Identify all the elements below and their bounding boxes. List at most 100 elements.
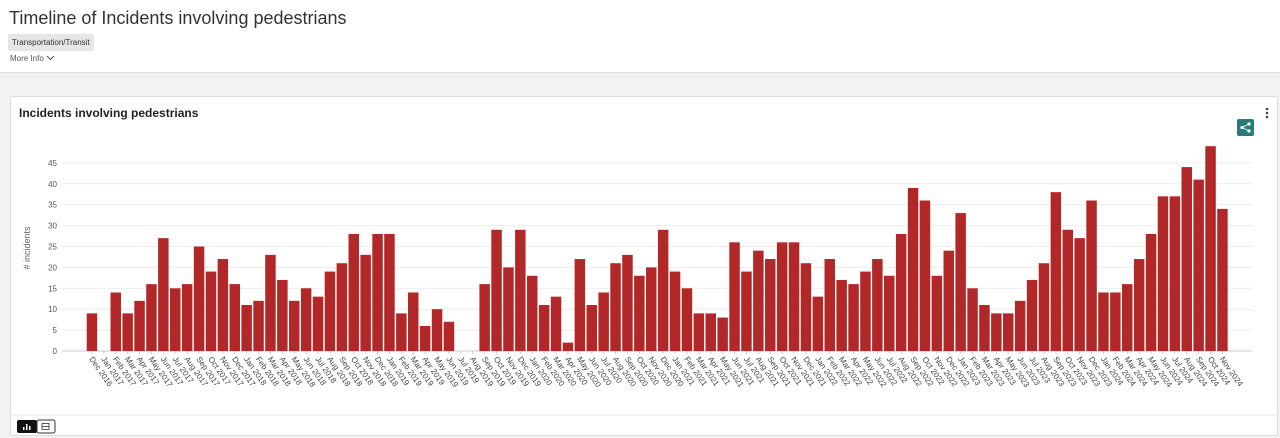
bar (729, 242, 740, 351)
bar (384, 233, 395, 351)
header: Timeline of Incidents involving pedestri… (0, 0, 1280, 73)
bar (586, 305, 597, 351)
bar (1205, 146, 1216, 351)
category-tag[interactable]: Transportation/Transit (8, 34, 94, 51)
bar (800, 263, 812, 351)
bar (1157, 196, 1169, 351)
bar (610, 263, 621, 351)
bar (170, 288, 181, 351)
more-info[interactable]: More Info (10, 54, 55, 63)
bar (812, 296, 824, 351)
bar (967, 288, 978, 351)
y-axis-label: # incidents (22, 226, 32, 270)
bar (836, 279, 847, 351)
bar (717, 317, 728, 351)
bar (217, 259, 229, 351)
y-tick-label: 10 (48, 305, 57, 314)
bar (348, 233, 359, 351)
bar (181, 284, 193, 351)
bar (1169, 196, 1181, 351)
bar (1133, 259, 1145, 351)
bar (895, 233, 907, 351)
share-button[interactable] (1237, 119, 1254, 136)
bar (1181, 167, 1192, 351)
bar (622, 254, 633, 351)
bar (562, 342, 574, 351)
bar (300, 288, 312, 351)
bar (372, 233, 383, 351)
chart-view-toggle[interactable] (17, 420, 37, 433)
bar (229, 284, 240, 351)
bar (1098, 292, 1109, 351)
bar (1062, 229, 1073, 351)
y-tick-label: 35 (48, 201, 57, 210)
bar (705, 313, 716, 351)
bar (538, 305, 550, 351)
y-tick-label: 45 (48, 159, 57, 168)
bar (657, 229, 669, 351)
bar (86, 313, 98, 351)
bar (848, 284, 859, 351)
bar (253, 300, 264, 351)
bar (193, 246, 205, 351)
y-tick-label: 15 (48, 284, 57, 293)
bar (324, 271, 336, 351)
bar (312, 296, 324, 351)
bar (443, 321, 455, 351)
bar (550, 296, 562, 351)
bar (681, 288, 693, 351)
bar (396, 313, 407, 351)
y-tick-label: 30 (48, 222, 57, 231)
bar (1026, 279, 1038, 351)
bar (1145, 233, 1157, 351)
bar (860, 271, 871, 351)
bar (765, 259, 776, 351)
chart-title: Incidents involving pedestrians (19, 106, 199, 120)
bar (693, 313, 705, 351)
page-title: Timeline of Incidents involving pedestri… (9, 8, 347, 28)
bar (669, 271, 681, 351)
y-tick-label: 0 (53, 347, 58, 356)
y-tick-label: 40 (48, 180, 57, 189)
bar (110, 292, 121, 351)
y-tick-label: 20 (48, 263, 57, 272)
bar (646, 267, 657, 351)
bar (776, 242, 788, 351)
bar (979, 305, 990, 351)
bar (146, 284, 157, 351)
bar (360, 254, 371, 351)
bar (931, 275, 943, 351)
bar (907, 187, 919, 351)
bar (122, 313, 133, 351)
bar (134, 300, 145, 351)
bar (884, 275, 895, 351)
y-tick-label: 25 (48, 243, 57, 252)
bar (872, 259, 883, 351)
bar (788, 242, 800, 351)
bar (479, 284, 490, 351)
bar (515, 229, 526, 351)
bar (1122, 284, 1133, 351)
bar (1003, 313, 1014, 351)
bar (408, 292, 419, 351)
bar (991, 313, 1002, 351)
bar (598, 292, 609, 351)
bar (1110, 292, 1121, 351)
bar (1014, 300, 1026, 351)
bar (1050, 192, 1062, 351)
bar (431, 309, 443, 351)
table-view-toggle[interactable] (36, 419, 56, 434)
bar (1193, 179, 1204, 351)
bar (741, 271, 752, 351)
bar (289, 300, 300, 351)
bar (943, 250, 954, 351)
bar (205, 271, 217, 351)
bar (527, 275, 538, 351)
more-info-text[interactable]: More Info (10, 54, 44, 63)
bar (158, 238, 169, 351)
bar (336, 263, 348, 351)
bar (265, 254, 276, 351)
bar (241, 305, 252, 351)
